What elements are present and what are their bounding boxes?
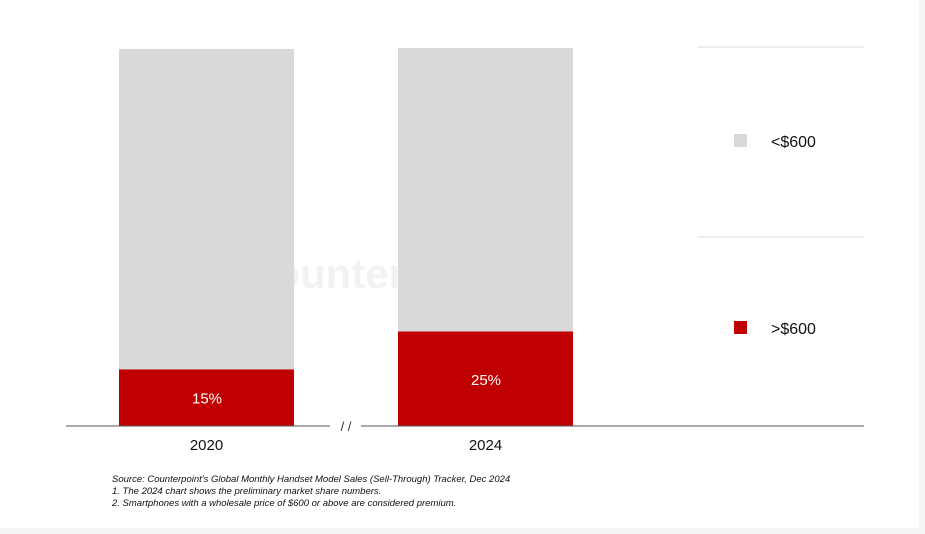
data-label-2020: 15% xyxy=(192,391,222,408)
footnote-2: 2. Smartphones with a wholesale price of… xyxy=(112,498,457,509)
x-tick-label-2024: 2024 xyxy=(469,437,502,454)
axis-break-marker: / / xyxy=(341,419,352,434)
footnotes: Source: Counterpoint's Global Monthly Ha… xyxy=(112,474,510,510)
slide-edge-bottom xyxy=(0,528,925,534)
x-tick-labels: 2020 2024 xyxy=(190,437,502,454)
bar-above-600-2020 xyxy=(119,369,294,426)
footnote-1: 1. The 2024 chart shows the preliminary … xyxy=(112,486,382,497)
slide-edge-right xyxy=(919,0,925,534)
legend-label-above-600: >$600 xyxy=(771,321,816,338)
bar-below-600-2020 xyxy=(119,49,294,370)
source-note: Source: Counterpoint's Global Monthly Ha… xyxy=(112,474,511,485)
bar-below-600-2024 xyxy=(398,48,573,332)
x-tick-label-2020: 2020 xyxy=(190,437,223,454)
data-labels-layer: 15% 25% xyxy=(192,372,501,408)
data-label-2024: 25% xyxy=(471,372,501,389)
legend-label-below-600: <$600 xyxy=(771,134,816,151)
legend-swatch-above-600 xyxy=(734,321,747,334)
bars-layer xyxy=(119,48,573,426)
bar-above-600-2024 xyxy=(398,331,573,426)
legend: <$600 >$600 xyxy=(734,134,816,338)
legend-swatch-below-600 xyxy=(734,134,747,147)
